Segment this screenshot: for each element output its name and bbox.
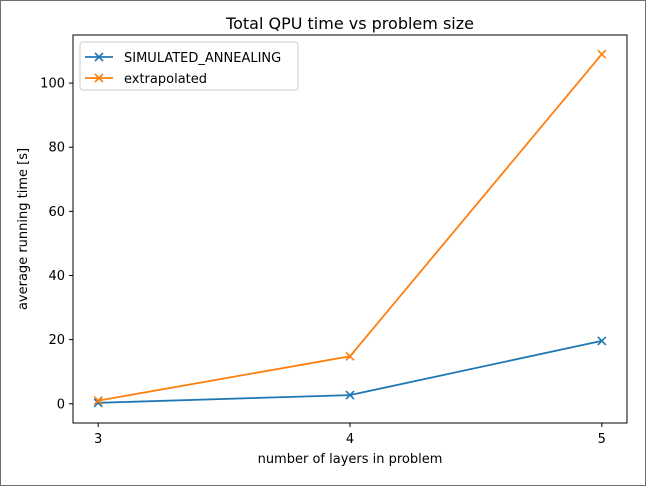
y-tick-label-100: 100 <box>40 77 65 92</box>
legend-marker-extrapolated <box>94 73 104 83</box>
x-axis-label: number of layers in problem <box>258 452 443 467</box>
y-tick-label-40: 40 <box>48 269 65 284</box>
x-tick-label-3: 3 <box>94 432 102 447</box>
y-tick-label-20: 20 <box>48 333 65 348</box>
series-layer <box>93 49 607 408</box>
y-tick-label-60: 60 <box>48 205 65 220</box>
legend-box <box>79 41 299 91</box>
data-point-extrapolated-x3 <box>93 395 103 406</box>
data-point-simulated-annealing-x4 <box>345 390 355 400</box>
x-tick-label-5: 5 <box>598 432 606 447</box>
y-axis-label: average running time [s] <box>16 148 31 310</box>
data-point-extrapolated-x4 <box>345 351 355 361</box>
legend-label-extrapolated: extrapolated <box>124 72 207 87</box>
y-tick-label-0: 0 <box>57 397 65 412</box>
x-axis: 3 4 5 <box>94 423 606 447</box>
legend-marker-simulated-annealing <box>94 52 104 62</box>
x-tick-label-4: 4 <box>346 432 354 447</box>
y-axis: 0 20 40 60 80 100 <box>40 77 73 412</box>
legend: SIMULATED_ANNEALING extrapolated <box>79 41 299 91</box>
data-point-simulated-annealing-x5 <box>597 336 607 346</box>
legend-label-simulated-annealing: SIMULATED_ANNEALING <box>124 51 281 66</box>
data-point-extrapolated-x5 <box>597 49 607 59</box>
y-tick-label-80: 80 <box>48 141 65 156</box>
plot-area <box>72 34 628 424</box>
chart-title: Total QPU time vs problem size <box>225 14 474 33</box>
